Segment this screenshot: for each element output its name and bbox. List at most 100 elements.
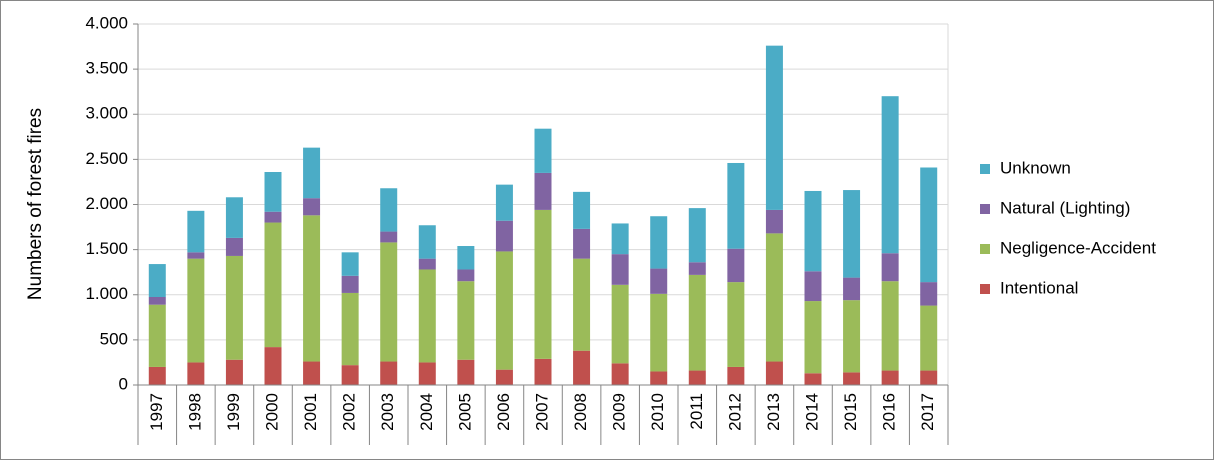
bar-segment bbox=[843, 300, 861, 373]
y-tick-label: 2.000 bbox=[85, 194, 128, 213]
x-tick-label: 1999 bbox=[224, 393, 243, 431]
bar-segment bbox=[843, 190, 861, 278]
x-tick-label: 2015 bbox=[841, 393, 860, 431]
bar-segment bbox=[341, 365, 359, 385]
legend-swatch bbox=[980, 244, 990, 254]
bar-segment bbox=[611, 363, 629, 385]
bar-segment bbox=[148, 366, 166, 385]
bar-segment bbox=[457, 246, 475, 270]
bar-segment bbox=[303, 147, 321, 199]
bar-segment bbox=[804, 271, 822, 302]
bar-segment bbox=[341, 275, 359, 293]
bar-segment bbox=[380, 242, 398, 362]
y-axis-label: Numbers of forest fires bbox=[25, 108, 46, 300]
bar-segment bbox=[187, 362, 205, 385]
x-tick-label: 2008 bbox=[571, 393, 590, 431]
bar-segment bbox=[187, 210, 205, 253]
bar-segment bbox=[495, 220, 513, 252]
x-tick-label: 2011 bbox=[687, 393, 706, 430]
bar-segment bbox=[534, 209, 552, 359]
bar-segment bbox=[727, 248, 745, 283]
bar-segment bbox=[148, 264, 166, 298]
bar-segment bbox=[573, 228, 591, 259]
bar-segment bbox=[148, 304, 166, 367]
legend-swatch bbox=[980, 284, 990, 294]
bar-segment bbox=[727, 366, 745, 385]
bar-segment bbox=[920, 305, 938, 371]
bar-segment bbox=[765, 361, 783, 385]
x-tick-label: 2005 bbox=[455, 393, 474, 431]
legend-label: Unknown bbox=[1000, 158, 1071, 177]
bar-segment bbox=[303, 198, 321, 216]
legend-swatch bbox=[980, 164, 990, 174]
x-tick-label: 2013 bbox=[764, 393, 783, 431]
bar-segment bbox=[688, 370, 706, 385]
bar-segment bbox=[495, 251, 513, 370]
x-tick-label: 2010 bbox=[648, 393, 667, 431]
y-tick-label: 0 bbox=[119, 374, 128, 393]
legend-label: Intentional bbox=[1000, 278, 1078, 297]
legend-swatch bbox=[980, 204, 990, 214]
x-tick-label: 2012 bbox=[725, 393, 744, 431]
bar-segment bbox=[534, 358, 552, 385]
bar-segment bbox=[495, 369, 513, 385]
bar-segment bbox=[727, 162, 745, 249]
bar-segment bbox=[418, 362, 436, 385]
bar-segment bbox=[611, 254, 629, 285]
bar-segment bbox=[303, 361, 321, 385]
bar-segment bbox=[380, 188, 398, 232]
y-tick-label: 500 bbox=[100, 329, 128, 348]
bar-segment bbox=[843, 277, 861, 301]
bar-segment bbox=[418, 225, 436, 259]
bar-segment bbox=[187, 252, 205, 259]
bar-segment bbox=[843, 372, 861, 385]
bar-segment bbox=[881, 253, 899, 282]
bar-segment bbox=[341, 252, 359, 276]
bar-segment bbox=[380, 231, 398, 243]
x-tick-label: 2004 bbox=[417, 393, 436, 431]
bar-segment bbox=[573, 191, 591, 229]
bar-segment bbox=[881, 96, 899, 254]
bar-segment bbox=[264, 211, 282, 223]
x-tick-label: 2006 bbox=[494, 393, 513, 431]
bar-segment bbox=[341, 292, 359, 366]
bar-segment bbox=[881, 370, 899, 385]
bar-segment bbox=[225, 255, 243, 360]
bar-segment bbox=[573, 350, 591, 385]
x-tick-label: 2003 bbox=[378, 393, 397, 431]
bar-segment bbox=[650, 371, 668, 385]
bar-segment bbox=[765, 233, 783, 362]
legend-label: Negligence-Accident bbox=[1000, 238, 1156, 257]
bar-segment bbox=[264, 172, 282, 212]
bar-segment bbox=[225, 197, 243, 238]
y-tick-label: 3.000 bbox=[85, 104, 128, 123]
bar-segment bbox=[303, 215, 321, 362]
bar-segment bbox=[688, 274, 706, 371]
bar-segment bbox=[380, 361, 398, 385]
bar-segment bbox=[573, 258, 591, 351]
x-tick-label: 2009 bbox=[610, 393, 629, 431]
bar-segment bbox=[650, 293, 668, 372]
legend-label: Natural (Lighting) bbox=[1000, 198, 1130, 217]
y-tick-label: 1.000 bbox=[85, 284, 128, 303]
bar-segment bbox=[765, 209, 783, 234]
bar-segment bbox=[457, 281, 475, 360]
bar-segment bbox=[457, 269, 475, 282]
bar-segment bbox=[264, 222, 282, 348]
bar-segment bbox=[534, 128, 552, 173]
x-tick-label: 2014 bbox=[802, 393, 821, 431]
x-tick-label: 2001 bbox=[301, 393, 320, 431]
bar-segment bbox=[148, 297, 166, 305]
bar-segment bbox=[650, 268, 668, 294]
bar-segment bbox=[611, 284, 629, 364]
bar-segment bbox=[457, 359, 475, 385]
x-tick-label: 2017 bbox=[918, 393, 937, 431]
x-tick-label: 2000 bbox=[262, 393, 281, 431]
bar-segment bbox=[920, 370, 938, 385]
bar-segment bbox=[804, 301, 822, 374]
bar-segment bbox=[225, 237, 243, 256]
bar-segment bbox=[187, 258, 205, 363]
bar-segment bbox=[688, 208, 706, 263]
y-tick-label: 1.500 bbox=[85, 239, 128, 258]
